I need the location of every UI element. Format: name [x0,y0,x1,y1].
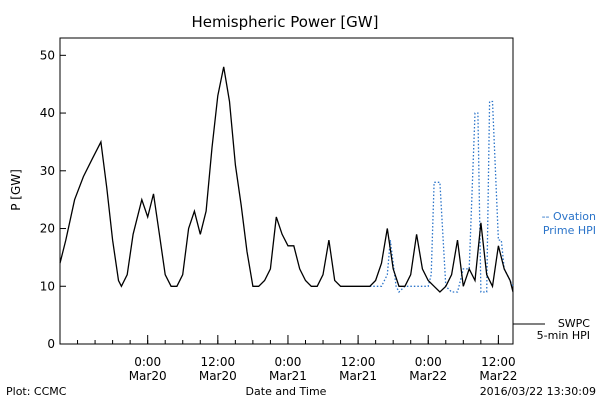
legend-ovation-line1: -- Ovation [542,210,596,223]
legend-swpc-line1: SWPC [558,317,590,330]
plot-frame [59,37,514,345]
x-tick-label-date: Mar22 [409,369,447,383]
y-axis-label: P [GW] [9,169,23,211]
x-tick-label-time: 0:00 [415,355,442,369]
legend-ovation-line2: Prime HPI [543,224,596,237]
x-tick-label-time: 0:00 [134,355,161,369]
plot-timestamp: 2016/03/22 13:30:09 [480,385,596,398]
x-tick-label-time: 12:00 [341,355,376,369]
x-tick-label-time: 0:00 [274,355,301,369]
y-tick-label: 0 [47,337,55,351]
x-tick-label-date: Mar22 [479,369,517,383]
legend-ovation: -- Ovation Prime HPI [542,210,596,237]
plot-credit: Plot: CCMC [6,385,67,398]
y-tick-label: 40 [40,106,55,120]
x-tick-label-date: Mar20 [199,369,237,383]
x-tick-label-time: 12:00 [481,355,516,369]
x-axis-label: Date and Time [246,385,327,398]
x-axis-ticks: 0:00Mar2012:00Mar200:00Mar2112:00Mar210:… [77,335,517,383]
series-line-swpc [59,66,514,293]
x-tick-label-time: 12:00 [201,355,236,369]
legend-swpc-line2: 5-min HPI [537,329,590,342]
y-axis-ticks: 0 10 20 30 40 50 [40,48,66,351]
x-tick-label-date: Mar20 [129,369,167,383]
chart-title: Hemispheric Power [GW] [192,13,379,31]
x-tick-label-date: Mar21 [269,369,307,383]
y-tick-label: 10 [40,279,55,293]
legend-swpc: SWPC 5-min HPI [513,317,590,342]
y-tick-label: 30 [40,164,55,178]
y-tick-label: 20 [40,222,55,236]
series-line-ovation-prime [369,100,514,294]
x-tick-label-date: Mar21 [339,369,377,383]
y-tick-label: 50 [40,48,55,62]
